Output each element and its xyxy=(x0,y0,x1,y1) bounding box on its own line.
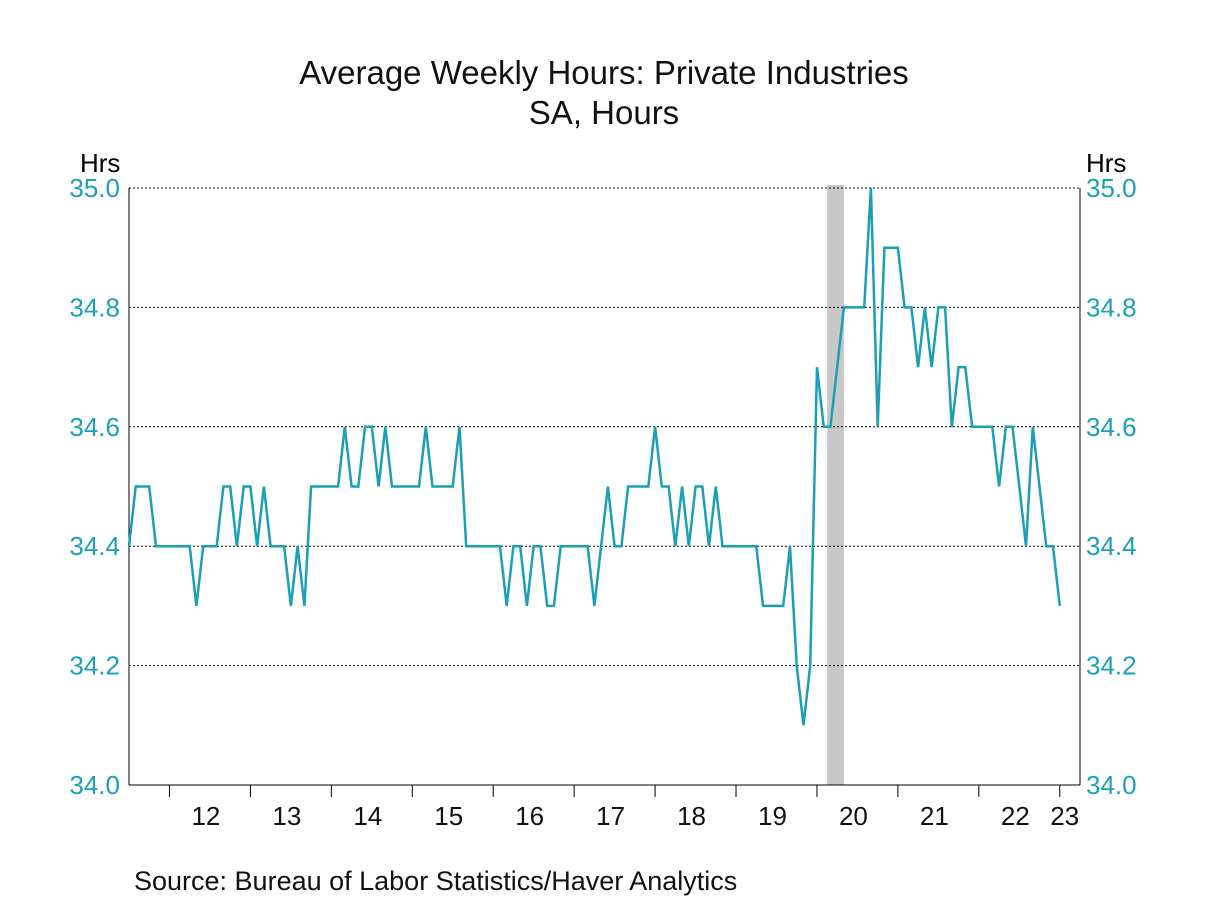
y-tick-label-right: 34.4 xyxy=(1086,531,1137,561)
y-tick-label-right: 35.0 xyxy=(1086,173,1137,203)
chart-subtitle: SA, Hours xyxy=(528,94,680,131)
right-axis-unit-label: Hrs xyxy=(1086,148,1127,178)
y-tick-label-left: 34.6 xyxy=(69,412,120,442)
x-tick-label: 21 xyxy=(920,801,949,831)
x-tick-label: 14 xyxy=(353,801,382,831)
x-tick-label: 13 xyxy=(272,801,301,831)
y-tick-label-left: 34.4 xyxy=(69,531,120,561)
series-line xyxy=(127,187,1062,726)
x-tick-label: 20 xyxy=(839,801,868,831)
x-tick-label: 12 xyxy=(191,801,220,831)
x-tick-label: 15 xyxy=(434,801,463,831)
recession-shading xyxy=(827,185,844,785)
x-tick-label: 16 xyxy=(515,801,544,831)
x-tick-label: 17 xyxy=(596,801,625,831)
y-tick-label-left: 34.0 xyxy=(69,770,120,800)
chart-title: Average Weekly Hours: Private Industries xyxy=(299,54,909,91)
left-axis-unit-label: Hrs xyxy=(80,148,121,178)
y-tick-label-left: 34.2 xyxy=(69,651,120,681)
y-tick-label-right: 34.6 xyxy=(1086,412,1137,442)
y-tick-label-right: 34.0 xyxy=(1086,770,1137,800)
x-tick-label: 22 xyxy=(1001,801,1030,831)
source-note: Source: Bureau of Labor Statistics/Haver… xyxy=(134,866,738,896)
y-tick-label-right: 34.2 xyxy=(1086,651,1137,681)
x-tick-label: 18 xyxy=(677,801,706,831)
y-tick-label-right: 34.8 xyxy=(1086,292,1137,322)
y-tick-label-left: 35.0 xyxy=(69,173,120,203)
x-tick-label: 19 xyxy=(758,801,787,831)
y-tick-label-left: 34.8 xyxy=(69,292,120,322)
x-tick-label: 23 xyxy=(1050,801,1079,831)
